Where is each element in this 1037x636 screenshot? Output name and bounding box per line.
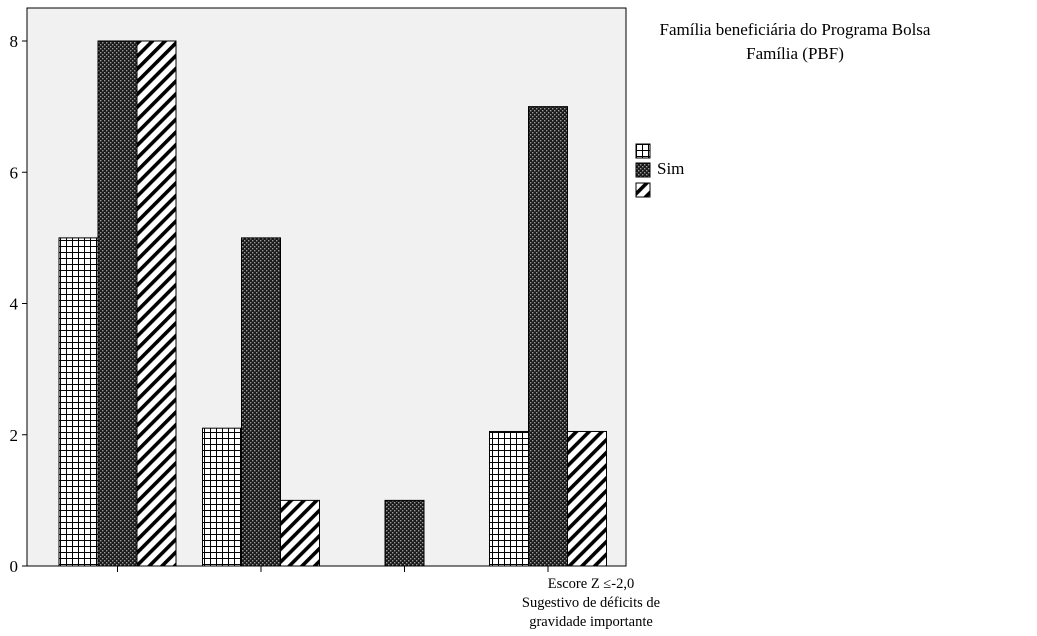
bar-series3-cat1 xyxy=(136,40,177,567)
legend-label-2: Sim xyxy=(657,159,685,178)
y-tick-label: 0 xyxy=(10,557,19,576)
bar-series1-cat1 xyxy=(58,237,99,567)
x-label-line-3: gravidade importante xyxy=(529,614,653,631)
y-tick-label: 2 xyxy=(10,426,19,445)
y-tick-label: 4 xyxy=(10,295,19,314)
legend-swatch-3 xyxy=(635,182,651,198)
y-tick-label: 8 xyxy=(10,32,19,51)
bar-series2-cat2 xyxy=(241,237,281,567)
bar-series2-cat3 xyxy=(384,499,425,567)
legend-swatch-2 xyxy=(635,162,651,178)
bar-series3-cat4 xyxy=(567,430,607,567)
legend-swatch-1 xyxy=(635,143,651,159)
bar-series2-cat4 xyxy=(528,106,568,567)
x-label-line-2: Sugestivo de déficits de xyxy=(521,595,661,612)
legend-item-2: Sim xyxy=(636,159,684,179)
bar-series3-cat2 xyxy=(280,499,320,567)
x-category-label-4: Escore Z ≤-2,0 Sugestivo de déficits de … xyxy=(496,575,686,632)
x-axis xyxy=(117,566,549,572)
bars-group xyxy=(58,40,607,567)
bar-series2-cat1 xyxy=(97,40,138,567)
x-label-line-1: Escore Z ≤-2,0 xyxy=(547,576,635,592)
bar-series1-cat4 xyxy=(489,430,529,567)
legend-title: Família beneficiária do Programa Bolsa F… xyxy=(659,20,931,63)
y-axis: 0 2 4 6 8 xyxy=(10,32,27,576)
y-tick-label: 6 xyxy=(10,163,19,182)
bar-series1-cat2 xyxy=(202,427,242,567)
legend-swatches xyxy=(635,143,651,198)
